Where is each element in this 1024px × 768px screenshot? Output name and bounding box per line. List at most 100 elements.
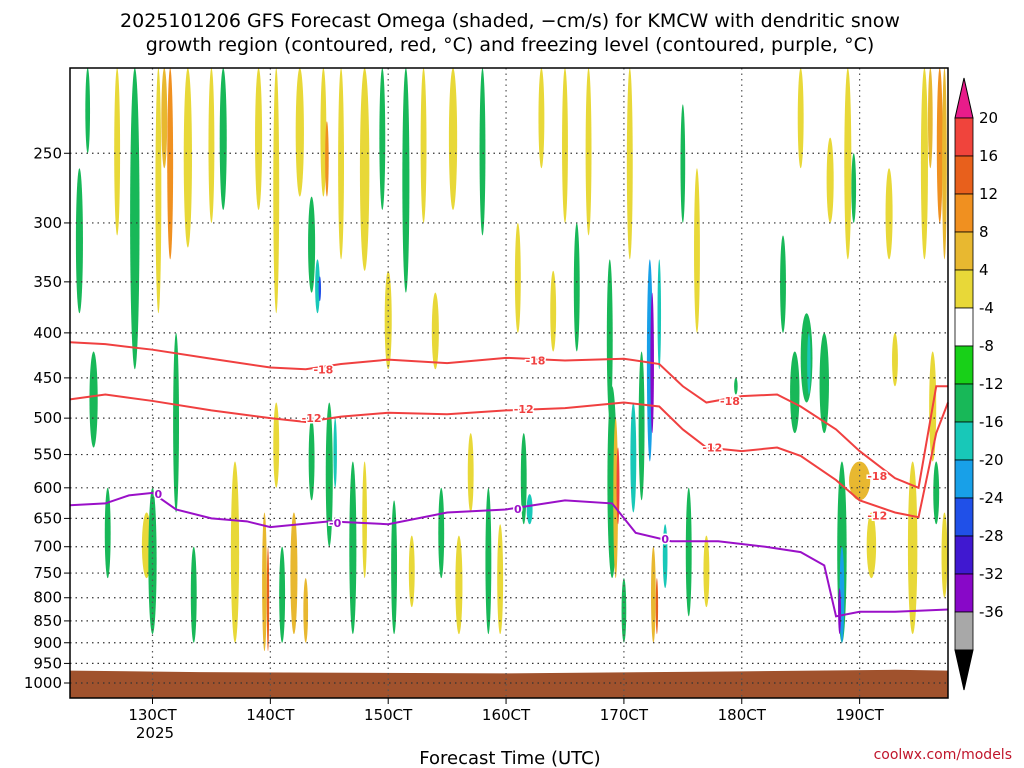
omega-cell	[408, 535, 415, 608]
temperature-contours: -18 -18 -18 -18 -12 -12 -12 -12 0 -0 0 0	[69, 341, 949, 618]
y-tick-label: 1000	[24, 674, 62, 692]
omega-cell	[790, 351, 800, 434]
y-tick-label: 900	[33, 634, 62, 652]
plot-border	[69, 67, 949, 699]
plot-frame	[69, 67, 949, 699]
omega-cell	[173, 332, 180, 513]
omega-shading	[75, 68, 948, 652]
omega-cell	[573, 222, 580, 352]
colorbar-label: -8	[979, 337, 994, 355]
omega-cell	[606, 259, 613, 419]
y-tick-label: 350	[33, 273, 62, 291]
y-tick-label: 950	[33, 654, 62, 672]
omega-cell	[384, 270, 392, 370]
y-tick-label: 300	[33, 214, 62, 232]
y-tick-label: 400	[33, 324, 62, 342]
omega-cell	[797, 68, 804, 169]
omega-cell	[308, 196, 316, 293]
omega-cell	[616, 447, 620, 525]
colorbar-label: -24	[979, 489, 1004, 507]
colorbar-bin	[954, 535, 974, 575]
omega-cell	[290, 512, 298, 635]
y-tick-label: 550	[33, 446, 62, 464]
omega-cell	[703, 535, 710, 608]
contour-label: -18	[867, 470, 887, 483]
omega-cell	[680, 104, 686, 223]
x-tick-label: 180CT	[718, 706, 767, 724]
contour-label: -12	[867, 509, 887, 522]
omega-cell	[219, 68, 227, 210]
colorbar-label: -28	[979, 527, 1004, 545]
colorbar-bin	[954, 193, 974, 233]
omega-cell	[391, 500, 398, 635]
omega-cell	[866, 512, 877, 579]
omega-cell	[526, 494, 533, 525]
omega-cell	[479, 68, 486, 236]
omega-cell	[892, 332, 898, 387]
omega-cell	[651, 546, 656, 643]
plot-area	[70, 68, 948, 698]
omega-cell	[800, 313, 813, 403]
colorbar-bottom-arrow	[954, 649, 974, 691]
omega-cell	[89, 351, 98, 448]
omega-cell	[318, 276, 322, 302]
omega-cell	[455, 535, 463, 635]
omega-cell	[694, 168, 700, 333]
y-tick-label: 250	[33, 144, 62, 162]
x-tick-label: 190CT	[835, 706, 884, 724]
omega-cell	[190, 546, 197, 643]
colorbar-top-arrow	[954, 77, 974, 119]
omega-cell	[613, 418, 619, 579]
ground-terrain	[70, 669, 948, 698]
omega-cell	[838, 588, 842, 635]
chart-subtitle: growth region (contoured, red, °C) and f…	[146, 34, 875, 56]
y-tick-label: 800	[33, 589, 62, 607]
contour-label: -18	[313, 363, 333, 376]
omega-cell	[75, 168, 83, 314]
omega-cell	[279, 546, 286, 643]
omega-cell	[630, 402, 637, 513]
x-tick-label: 160CT	[482, 706, 531, 724]
y-axis-ticks: 250 300 350 400 450 500 550 600 650 700 750 800 850 9…	[24, 144, 70, 692]
omega-cell	[685, 487, 692, 617]
colorbar-label: -36	[979, 603, 1004, 621]
omega-cell	[585, 68, 592, 236]
contour-line--12	[69, 393, 949, 519]
omega-cell	[927, 68, 933, 169]
contour-label: -12	[514, 403, 534, 416]
colorbar-label: 12	[979, 185, 998, 203]
omega-cell	[155, 68, 162, 314]
y-tick-label: 750	[33, 564, 62, 582]
omega-cell	[402, 68, 410, 293]
colorbar-bin	[954, 117, 974, 157]
colorbar-label: 20	[979, 109, 998, 127]
colorbar-bin	[954, 421, 974, 461]
colorbar-label: -20	[979, 451, 1004, 469]
contour-line--18	[69, 341, 948, 490]
omega-cell	[338, 68, 345, 260]
y-tick-label: 600	[33, 479, 62, 497]
omega-cell	[262, 512, 267, 652]
omega-cell	[485, 487, 492, 635]
credit-link[interactable]: coolwx.com/models	[874, 747, 1012, 763]
omega-cell	[819, 332, 829, 434]
omega-cell	[167, 68, 174, 260]
omega-cell	[497, 524, 504, 635]
omega-cell	[208, 68, 215, 223]
y-tick-label: 650	[33, 509, 62, 527]
omega-cell	[844, 68, 852, 260]
y-tick-label: 500	[33, 409, 62, 427]
omega-cell	[420, 68, 427, 223]
omega-cell	[273, 68, 280, 314]
colorbar-label: 8	[979, 223, 989, 241]
omega-cell	[448, 68, 458, 210]
omega-cell	[255, 68, 263, 210]
colorbar-bin	[954, 497, 974, 537]
colorbar-bin	[954, 383, 974, 423]
x-axis-ticks: 130CT 140CT 150CT 160CT 170CT 180CT 190CT	[128, 698, 885, 724]
omega-cell	[638, 351, 645, 501]
omega-cell	[183, 68, 192, 248]
omega-cell	[514, 222, 521, 333]
omega-cell	[295, 68, 304, 197]
